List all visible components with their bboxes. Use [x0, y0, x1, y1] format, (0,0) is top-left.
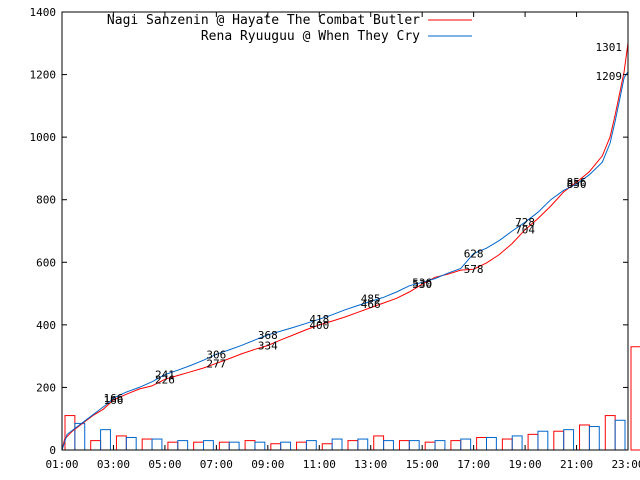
data-label: 728 — [515, 216, 535, 229]
hourly-bar-rena — [203, 440, 214, 451]
hourly-bar-nagi — [476, 436, 487, 451]
plot-frame — [61, 11, 629, 451]
data-label: 530 — [412, 278, 432, 291]
hourly-bar-rena — [254, 441, 266, 451]
hourly-bar-nagi — [450, 440, 462, 451]
data-label: 1209 — [596, 70, 623, 83]
hourly-bar-nagi — [604, 415, 616, 451]
hourly-bar-rena — [357, 438, 369, 451]
hourly-bar-nagi — [398, 440, 410, 451]
hourly-bar-rena — [305, 440, 317, 451]
hourly-bar-nagi — [270, 443, 282, 451]
hourly-bar-rena — [408, 440, 420, 451]
hourly-bar-rena — [486, 436, 497, 451]
legend-label-nagi: Nagi Sanzenin @ Hayate The Combat Butler — [107, 13, 420, 28]
cumulative-lines — [61, 42, 629, 451]
y-tick-label: 1000 — [30, 131, 57, 144]
cumulative-line-nagi — [61, 42, 629, 451]
data-label: 368 — [258, 329, 278, 342]
hourly-bar-rena — [125, 436, 137, 451]
hourly-bar-rena — [460, 438, 472, 451]
x-tick-label: 15:00 — [406, 458, 439, 471]
data-label: 400 — [309, 319, 329, 332]
hourly-bar-rena — [280, 441, 292, 451]
x-tick-label: 11:00 — [303, 458, 336, 471]
x-tick-label: 07:00 — [200, 458, 233, 471]
x-tick-label: 21:00 — [560, 458, 593, 471]
data-label: 704 — [515, 224, 535, 237]
x-tick-label: 01:00 — [45, 458, 78, 471]
data-label: 466 — [361, 298, 381, 311]
x-tick-label: 03:00 — [97, 458, 130, 471]
hourly-bar-rena — [434, 440, 446, 451]
data-label: 536 — [412, 276, 432, 289]
hourly-bar-nagi — [501, 438, 513, 451]
data-label: 1301 — [596, 41, 623, 54]
hourly-bar-nagi — [347, 440, 359, 451]
hourly-bar-rena — [177, 440, 189, 451]
hourly-bar-nagi — [244, 440, 256, 451]
data-label: 241 — [155, 369, 175, 382]
y-tick-label: 200 — [36, 381, 56, 394]
hourly-bar-rena — [588, 426, 600, 451]
hourly-bar-nagi — [167, 441, 179, 451]
hourly-bar-nagi — [373, 435, 385, 451]
y-tick-label: 1200 — [30, 69, 57, 82]
data-label: 166 — [104, 392, 124, 405]
hourly-bar-nagi — [218, 441, 230, 451]
hourly-bar-rena — [563, 429, 575, 451]
data-label: 334 — [258, 340, 278, 353]
y-tick-label: 800 — [36, 194, 56, 207]
hourly-bar-nagi — [115, 435, 127, 451]
hourly-bar-nagi — [424, 441, 436, 451]
hourly-bar-nagi — [296, 441, 307, 451]
y-tick-label: 400 — [36, 319, 56, 332]
hourly-bar-nagi — [193, 441, 205, 451]
hourly-bar-nagi — [630, 346, 640, 451]
data-label: 578 — [464, 263, 484, 276]
data-label: 418 — [309, 313, 329, 326]
hourly-bar-nagi — [527, 433, 539, 451]
hourly-bar-rena — [331, 438, 343, 451]
legend-label-rena: Rena Ryuuguu @ When They Cry — [201, 29, 420, 44]
data-label: 628 — [464, 248, 484, 261]
y-tick-label: 1400 — [30, 6, 57, 19]
hourly-bar-rena — [537, 430, 549, 451]
hourly-bar-rena — [614, 419, 626, 451]
hourly-bar-rena — [100, 429, 111, 451]
hourly-bar-nagi — [90, 440, 102, 451]
hourly-bar-rena — [511, 435, 523, 451]
hourly-bar-nagi — [553, 430, 565, 451]
data-label: 485 — [361, 292, 381, 305]
hourly-bar-rena — [151, 438, 163, 451]
hourly-bar-nagi — [141, 438, 153, 451]
x-tick-label: 17:00 — [457, 458, 490, 471]
hourly-bar-nagi — [579, 424, 590, 451]
hourly-bar-rena — [383, 440, 394, 451]
legend: Nagi Sanzenin @ Hayate The Combat Butler… — [107, 13, 472, 44]
data-labels: 1661662262412773063343684004184664855305… — [104, 41, 622, 407]
data-label: 166 — [104, 394, 124, 407]
data-label: 277 — [206, 357, 226, 370]
cumulative-line-rena — [61, 71, 629, 451]
hourly-bars — [64, 346, 640, 451]
data-label: 226 — [155, 373, 175, 386]
data-label: 856 — [567, 176, 587, 189]
x-tick-label: 09:00 — [251, 458, 284, 471]
data-label: 850 — [567, 178, 587, 191]
axes: 0 200 400 600 800 1000 1200 1400 01:00 03:00 05:00… — [30, 6, 640, 471]
y-tick-label: 0 — [49, 444, 56, 457]
x-tick-label: 05:00 — [148, 458, 181, 471]
x-tick-label: 19:00 — [509, 458, 542, 471]
data-label: 306 — [206, 348, 226, 361]
hourly-bar-rena — [228, 441, 240, 451]
x-tick-label: 13:00 — [354, 458, 387, 471]
x-tick-label: 23:00 — [611, 458, 640, 471]
y-tick-label: 600 — [36, 256, 56, 269]
hourly-bar-nagi — [321, 443, 333, 451]
